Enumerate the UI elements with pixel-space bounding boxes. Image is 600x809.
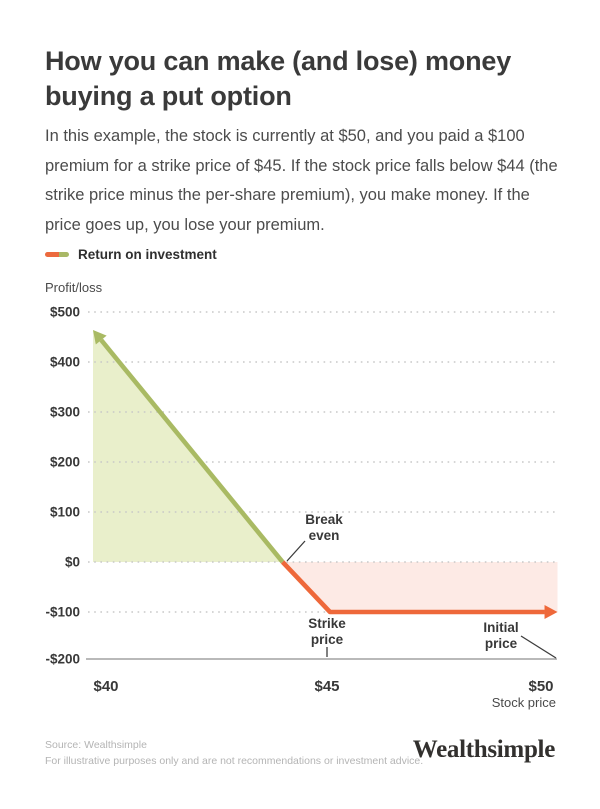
roi-line-swatch-icon	[45, 252, 69, 257]
annotation-strike-price: Strike price	[308, 616, 346, 647]
put-option-roi-chart: $500 $400 $300 $200 $100 $0 -$100 -$200 $40 $45 $5…	[45, 280, 558, 710]
y-tick-label: -$200	[45, 652, 80, 667]
x-tick-label: $50	[528, 678, 553, 695]
initial-price-pointer	[520, 635, 557, 659]
loss-area	[282, 562, 558, 612]
disclaimer-text: For illustrative purposes only and are n…	[45, 755, 424, 767]
x-axis-title: Stock price	[492, 695, 556, 710]
wealthsimple-logo: Wealthsimple	[412, 736, 556, 763]
swatch-green-segment	[59, 252, 69, 257]
y-tick-label: $0	[65, 555, 80, 570]
annotation-initial-price: Initial price	[483, 620, 519, 651]
y-tick-label: $300	[50, 405, 80, 420]
profit-arrowhead-icon	[93, 330, 107, 345]
swatch-orange-segment	[45, 252, 59, 257]
loss-arrowhead-icon	[544, 605, 558, 619]
roi-line-profit	[99, 338, 285, 564]
legend: Return on investment	[45, 247, 217, 262]
description-text: In this example, the stock is currently …	[45, 127, 558, 234]
x-tick-label: $45	[314, 678, 339, 695]
y-tick-label: $500	[50, 305, 80, 320]
y-axis-title: Profit/loss	[45, 280, 103, 295]
y-tick-label: $200	[50, 455, 80, 470]
source-text: Source: Wealthsimple	[45, 739, 147, 751]
y-tick-label: $400	[50, 355, 80, 370]
y-tick-label: $100	[50, 505, 80, 520]
y-tick-label: -$100	[45, 605, 80, 620]
x-tick-label: $40	[93, 678, 118, 695]
break-even-pointer	[286, 540, 306, 562]
legend-label: Return on investment	[78, 247, 217, 262]
annotation-break-even: Break even	[305, 512, 343, 543]
roi-line-loss	[280, 560, 545, 615]
page-title: How you can make (and lose) money buying…	[45, 46, 512, 111]
